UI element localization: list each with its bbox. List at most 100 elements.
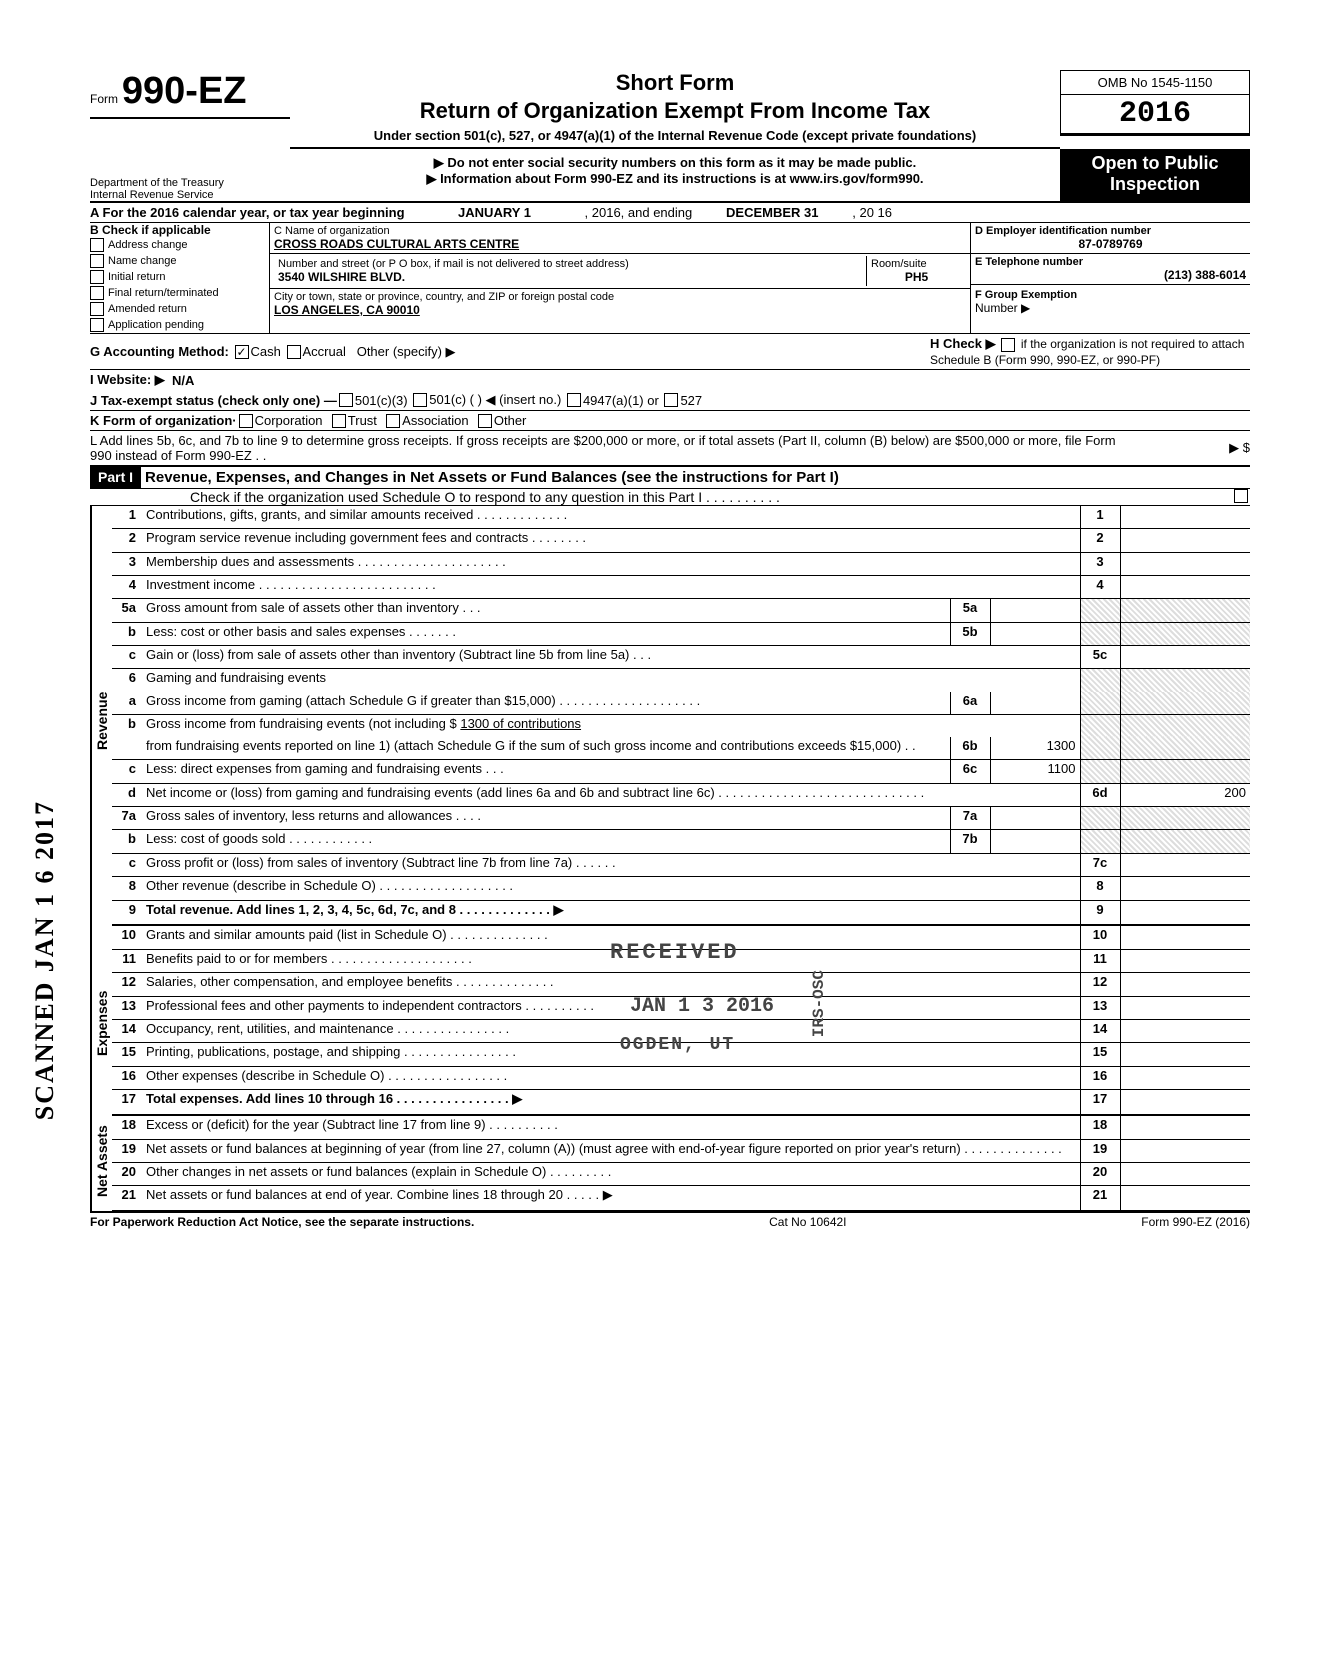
org-name: CROSS ROADS CULTURAL ARTS CENTRE	[274, 237, 966, 251]
line-13: Professional fees and other payments to …	[142, 996, 1080, 1019]
line-9: Total revenue. Add lines 1, 2, 3, 4, 5c,…	[146, 902, 563, 917]
line-6c-val: 1100	[990, 760, 1080, 783]
phone-label: E Telephone number	[975, 256, 1246, 268]
line-6: Gaming and fundraising events	[142, 669, 1080, 692]
cb-4947[interactable]	[567, 393, 581, 407]
cb-corp[interactable]	[239, 414, 253, 428]
h-label: H Check ▶	[930, 336, 996, 351]
cb-amended[interactable]: Amended return	[90, 301, 269, 317]
ogden-stamp: OGDEN, UT	[620, 1035, 735, 1055]
group-exempt-arrow: Number ▶	[975, 301, 1030, 315]
line-l-arrow: ▶ $	[1130, 440, 1250, 456]
cb-pending[interactable]: Application pending	[90, 317, 269, 333]
line-20: Other changes in net assets or fund bala…	[142, 1162, 1080, 1185]
cb-label: Initial return	[108, 271, 165, 283]
info-url: ▶ Information about Form 990-EZ and its …	[300, 171, 1050, 187]
cb-initial-return[interactable]: Initial return	[90, 269, 269, 285]
line-16: Other expenses (describe in Schedule O) …	[142, 1066, 1080, 1089]
section-d-e-f: D Employer identification number87-07897…	[970, 223, 1250, 333]
room: PH5	[871, 270, 962, 284]
received-stamp: RECEIVED	[610, 940, 740, 965]
section-c: C Name of organizationCROSS ROADS CULTUR…	[270, 223, 970, 333]
cb-accrual[interactable]	[287, 345, 301, 359]
form-number-block: Form 990-EZ	[90, 70, 290, 119]
year-end-month: DECEMBER 31	[692, 205, 852, 220]
open-to-public: Open to Public Inspection	[1060, 149, 1250, 201]
street-label: Number and street (or P O box, if mail i…	[278, 258, 862, 270]
cb-schedule-o[interactable]	[1234, 489, 1248, 503]
cash-label: Cash	[251, 344, 281, 359]
opt-corp: Corporation	[255, 413, 323, 428]
website: N/A	[172, 373, 194, 388]
opt-527: 527	[680, 393, 702, 408]
line-l-text: L Add lines 5b, 6c, and 7b to line 9 to …	[90, 433, 1130, 463]
cb-501c3[interactable]	[339, 393, 353, 407]
lines-table: 1Contributions, gifts, grants, and simil…	[112, 506, 1250, 1211]
cb-address-change[interactable]: Address change	[90, 237, 269, 253]
main-title: Return of Organization Exempt From Incom…	[290, 98, 1060, 124]
opt-assoc: Association	[402, 413, 468, 428]
org-form-label: K Form of organization·	[90, 413, 237, 428]
city-label: City or town, state or province, country…	[274, 291, 966, 303]
cb-label: Address change	[108, 239, 188, 251]
form-page: Form 990-EZ Short Form Return of Organiz…	[90, 70, 1250, 1229]
cb-assoc[interactable]	[386, 414, 400, 428]
street: 3540 WILSHIRE BLVD.	[278, 270, 862, 284]
line-a: A For the 2016 calendar year, or tax yea…	[90, 203, 1250, 223]
form-number: 990-EZ	[122, 70, 247, 112]
footer-right: Form 990-EZ (2016)	[1141, 1215, 1250, 1229]
line-7c: Gross profit or (loss) from sales of inv…	[142, 853, 1080, 876]
line-15: Printing, publications, postage, and shi…	[142, 1043, 1080, 1066]
cb-name-change[interactable]: Name change	[90, 253, 269, 269]
footer-left: For Paperwork Reduction Act Notice, see …	[90, 1215, 474, 1229]
section-b: B Check if applicable Address change Nam…	[90, 223, 270, 333]
line-17: Total expenses. Add lines 10 through 16 …	[146, 1091, 522, 1106]
other-label: Other (specify) ▶	[357, 344, 456, 359]
cb-527[interactable]	[664, 393, 678, 407]
cb-final-return[interactable]: Final return/terminated	[90, 285, 269, 301]
line-3: Membership dues and assessments . . . . …	[142, 552, 1080, 575]
year-prefix: 20	[1119, 97, 1155, 131]
form-prefix: Form	[90, 92, 118, 106]
line-7a: Gross sales of inventory, less returns a…	[142, 807, 950, 830]
line-1: Contributions, gifts, grants, and simila…	[142, 506, 1080, 529]
ein-label: D Employer identification number	[975, 225, 1246, 237]
ein: 87-0789769	[975, 237, 1246, 251]
opt-other: Other	[494, 413, 527, 428]
opt-501c: 501(c) ( ) ◀ (insert no.)	[429, 392, 561, 408]
cb-label: Application pending	[108, 319, 204, 331]
scanned-stamp: SCANNED JAN 1 6 2017	[30, 800, 60, 1120]
line-5c: Gain or (loss) from sale of assets other…	[142, 646, 1080, 669]
line-5a: Gross amount from sale of assets other t…	[142, 599, 950, 622]
line-6b-2: from fundraising events reported on line…	[142, 737, 950, 760]
cb-other[interactable]	[478, 414, 492, 428]
line-18: Excess or (deficit) for the year (Subtra…	[142, 1115, 1080, 1139]
year-begin: JANUARY 1	[405, 205, 585, 220]
year-suffix: 16	[1155, 97, 1191, 131]
instructions: ▶ Do not enter social security numbers o…	[290, 149, 1060, 201]
part1-title: Revenue, Expenses, and Changes in Net As…	[141, 467, 843, 488]
year-end-year: , 20 16	[852, 205, 892, 220]
cb-cash[interactable]	[235, 345, 249, 359]
opt-4947: 4947(a)(1) or	[583, 393, 659, 408]
line-19: Net assets or fund balances at beginning…	[142, 1139, 1080, 1162]
line-a-label: A For the 2016 calendar year, or tax yea…	[90, 205, 405, 220]
cb-501c[interactable]	[413, 393, 427, 407]
line-a-mid: , 2016, and ending	[585, 205, 693, 220]
accounting-label: G Accounting Method:	[90, 344, 229, 359]
side-expenses: Expenses	[90, 936, 112, 1111]
cb-schedule-b[interactable]	[1001, 338, 1015, 352]
side-net-assets: Net Assets	[90, 1111, 112, 1211]
line-4: Investment income . . . . . . . . . . . …	[142, 575, 1080, 598]
line-12: Salaries, other compensation, and employ…	[142, 973, 1080, 996]
section-h: H Check ▶ if the organization is not req…	[930, 336, 1250, 367]
cb-label: Name change	[108, 255, 177, 267]
short-form-label: Short Form	[290, 70, 1060, 96]
cb-label: Final return/terminated	[108, 287, 219, 299]
omb-number: OMB No 1545-1150	[1060, 70, 1250, 94]
city: LOS ANGELES, CA 90010	[274, 303, 966, 317]
cb-trust[interactable]	[332, 414, 346, 428]
cb-label: Amended return	[108, 303, 187, 315]
line-14: Occupancy, rent, utilities, and maintena…	[142, 1020, 1080, 1043]
accrual-label: Accrual	[303, 344, 346, 359]
